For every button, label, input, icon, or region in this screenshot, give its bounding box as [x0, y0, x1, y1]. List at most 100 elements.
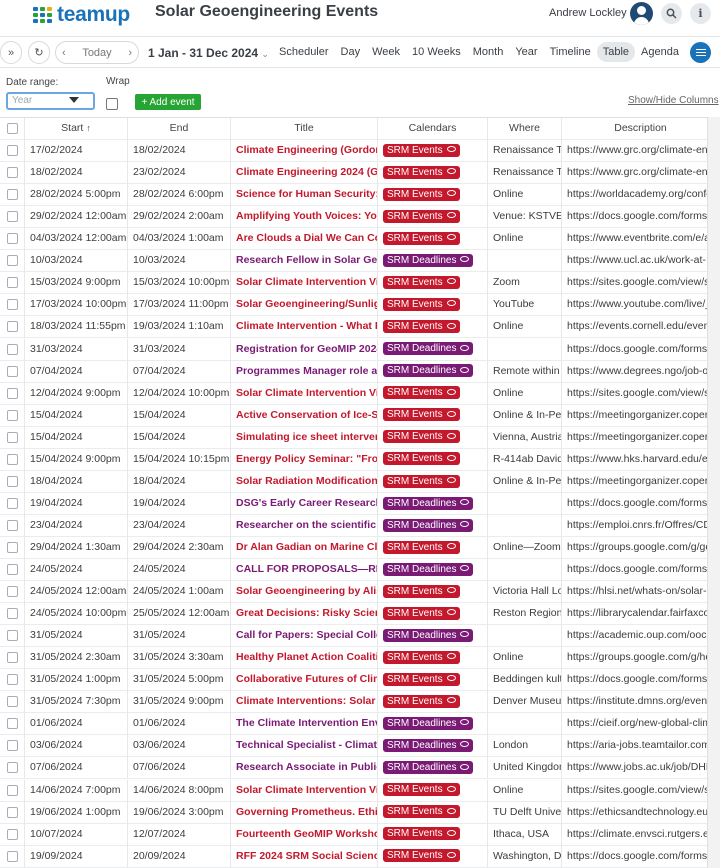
event-title-link[interactable]: Climate Engineering 2024 (Gor — [236, 166, 378, 179]
table-row[interactable]: 10/07/2024 12/07/2024 Fourteenth GeoMIP Wo… — [0, 823, 720, 846]
row-checkbox[interactable] — [7, 255, 18, 267]
column-header-end[interactable]: End — [128, 118, 231, 140]
eye-icon[interactable] — [446, 476, 456, 483]
event-title-link[interactable]: The Climate Intervention Envirc — [236, 717, 378, 730]
table-row[interactable]: 15/04/2024 15/04/2024 Active Conservation … — [0, 404, 720, 427]
user-avatar-icon[interactable] — [630, 2, 653, 25]
today-button[interactable]: Today — [82, 46, 112, 59]
row-checkbox[interactable] — [7, 762, 18, 774]
view-tab-table[interactable]: Table — [596, 42, 636, 62]
event-title-link[interactable]: Active Conservation of Ice-She — [236, 408, 378, 421]
row-checkbox[interactable] — [7, 167, 18, 179]
table-row[interactable]: 18/03/2024 11:55pm 19/03/2024 1:10am Clima… — [0, 316, 720, 339]
eye-icon[interactable] — [446, 587, 456, 594]
view-tab-scheduler[interactable]: Scheduler — [279, 46, 329, 58]
eye-icon[interactable] — [460, 344, 470, 351]
table-row[interactable]: 29/02/2024 12:00am 29/02/2024 2:00am Ampli… — [0, 206, 720, 229]
event-title-link[interactable]: Healthy Planet Action Coalition — [236, 651, 378, 664]
eye-icon[interactable] — [446, 851, 456, 858]
event-title-link[interactable]: Research Associate in Public Pc — [236, 761, 377, 774]
table-row[interactable]: 31/03/2024 31/03/2024 Registration for Geo… — [0, 338, 720, 361]
event-title-link[interactable]: Collaborative Futures of Climat — [236, 673, 378, 686]
eye-icon[interactable] — [446, 410, 456, 417]
row-checkbox[interactable] — [7, 321, 18, 333]
add-event-button[interactable]: + Add event — [135, 94, 201, 110]
event-title-link[interactable]: Climate Interventions: Solar Ge — [236, 695, 378, 708]
table-row[interactable]: 10/03/2024 10/03/2024 Research Fellow in S… — [0, 250, 720, 273]
row-checkbox[interactable] — [7, 740, 18, 752]
table-row[interactable]: 17/03/2024 10:00pm 17/03/2024 11:00pm Sola… — [0, 294, 720, 317]
eye-icon[interactable] — [446, 829, 456, 836]
eye-icon[interactable] — [446, 675, 456, 682]
eye-icon[interactable] — [446, 168, 456, 175]
column-header-title[interactable]: Title — [231, 118, 378, 140]
eye-icon[interactable] — [446, 234, 456, 241]
collapse-sidebar-button[interactable]: » — [0, 41, 22, 64]
row-checkbox[interactable] — [7, 806, 18, 818]
row-checkbox[interactable] — [7, 784, 18, 796]
table-row[interactable]: 24/05/2024 12:00am 24/05/2024 1:00am Solar… — [0, 581, 720, 604]
eye-icon[interactable] — [460, 741, 470, 748]
row-checkbox[interactable] — [7, 828, 18, 840]
eye-icon[interactable] — [446, 322, 456, 329]
eye-icon[interactable] — [460, 631, 470, 638]
table-row[interactable]: 15/04/2024 9:00pm 15/04/2024 10:15pm Energ… — [0, 448, 720, 471]
event-title-link[interactable]: Call for Papers: Special Collecti — [236, 629, 377, 642]
chevron-left-icon[interactable]: ‹ — [62, 46, 66, 59]
event-title-link[interactable]: Great Decisions: Risky Science — [236, 607, 378, 620]
table-row[interactable]: 01/06/2024 01/06/2024 The Climate Interven… — [0, 713, 720, 736]
row-checkbox[interactable] — [7, 233, 18, 245]
row-checkbox[interactable] — [7, 696, 18, 708]
table-row[interactable]: 07/04/2024 07/04/2024 Programmes Manager r… — [0, 360, 720, 383]
event-title-link[interactable]: Research Fellow in Solar Geoen — [236, 254, 378, 267]
column-header-where[interactable]: Where — [488, 118, 562, 140]
event-title-link[interactable]: Governing Prometheus. Ethical — [236, 805, 378, 818]
table-row[interactable]: 28/02/2024 5:00pm 28/02/2024 6:00pm Scienc… — [0, 184, 720, 207]
info-icon[interactable]: i — [690, 3, 711, 24]
table-row[interactable]: 23/04/2024 23/04/2024 Researcher on the sc… — [0, 514, 720, 537]
sort-ascending-icon[interactable]: ↑ — [86, 123, 91, 133]
refresh-button[interactable]: ↻ — [28, 41, 50, 64]
date-range-select[interactable]: Year — [6, 92, 95, 110]
event-title-link[interactable]: Simulating ice sheet interventio — [236, 430, 377, 443]
row-checkbox[interactable] — [7, 299, 18, 311]
event-title-link[interactable]: Researcher on the scientific an — [236, 518, 378, 531]
hamburger-menu-icon[interactable] — [690, 42, 711, 63]
table-row[interactable]: 24/05/2024 10:00pm 25/05/2024 12:00am Grea… — [0, 603, 720, 626]
event-title-link[interactable]: Climate Intervention - What Do — [236, 320, 378, 333]
table-row[interactable]: 24/05/2024 24/05/2024 CALL FOR PROPOSALS—R… — [0, 559, 720, 581]
eye-icon[interactable] — [446, 212, 456, 219]
row-checkbox[interactable] — [7, 674, 18, 686]
date-range-picker[interactable]: 1 Jan - 31 Dec 2024 ⌄ — [148, 46, 269, 60]
eye-icon[interactable] — [446, 432, 456, 439]
show-hide-columns-link[interactable]: Show/Hide Columns — [628, 95, 719, 106]
row-checkbox[interactable] — [7, 409, 18, 421]
event-title-link[interactable]: Technical Specialist - Climate S — [236, 739, 378, 752]
event-title-link[interactable]: Solar Climate Intervention Virtu — [236, 386, 378, 399]
row-checkbox[interactable] — [7, 586, 18, 598]
scrollbar[interactable] — [707, 117, 720, 868]
eye-icon[interactable] — [446, 785, 456, 792]
eye-icon[interactable] — [460, 520, 470, 527]
eye-icon[interactable] — [446, 807, 456, 814]
table-row[interactable]: 19/06/2024 1:00pm 19/06/2024 3:00pm Govern… — [0, 801, 720, 824]
eye-icon[interactable] — [446, 697, 456, 704]
user-name[interactable]: Andrew Lockley — [549, 7, 627, 19]
row-checkbox[interactable] — [7, 608, 18, 620]
event-title-link[interactable]: Solar Climate Intervention Virtu — [236, 276, 378, 289]
row-checkbox[interactable] — [7, 718, 18, 730]
row-checkbox[interactable] — [7, 343, 18, 355]
event-title-link[interactable]: Registration for GeoMIP 2024 m — [236, 342, 377, 355]
eye-icon[interactable] — [446, 278, 456, 285]
row-checkbox[interactable] — [7, 630, 18, 642]
table-row[interactable]: 31/05/2024 1:00pm 31/05/2024 5:00pm Collab… — [0, 669, 720, 692]
event-title-link[interactable]: Science for Human Security: N — [236, 188, 378, 201]
table-row[interactable]: 14/06/2024 7:00pm 14/06/2024 8:00pm Solar … — [0, 779, 720, 802]
column-header-calendars[interactable]: Calendars — [378, 118, 488, 140]
eye-icon[interactable] — [460, 366, 470, 373]
table-row[interactable]: 31/05/2024 31/05/2024 Call for Papers: Spe… — [0, 625, 720, 648]
row-checkbox[interactable] — [7, 850, 18, 862]
table-row[interactable]: 03/06/2024 03/06/2024 Technical Specialist… — [0, 735, 720, 758]
table-row[interactable]: 18/04/2024 18/04/2024 Solar Radiation Modi… — [0, 470, 720, 493]
view-tab-month[interactable]: Month — [472, 46, 504, 58]
